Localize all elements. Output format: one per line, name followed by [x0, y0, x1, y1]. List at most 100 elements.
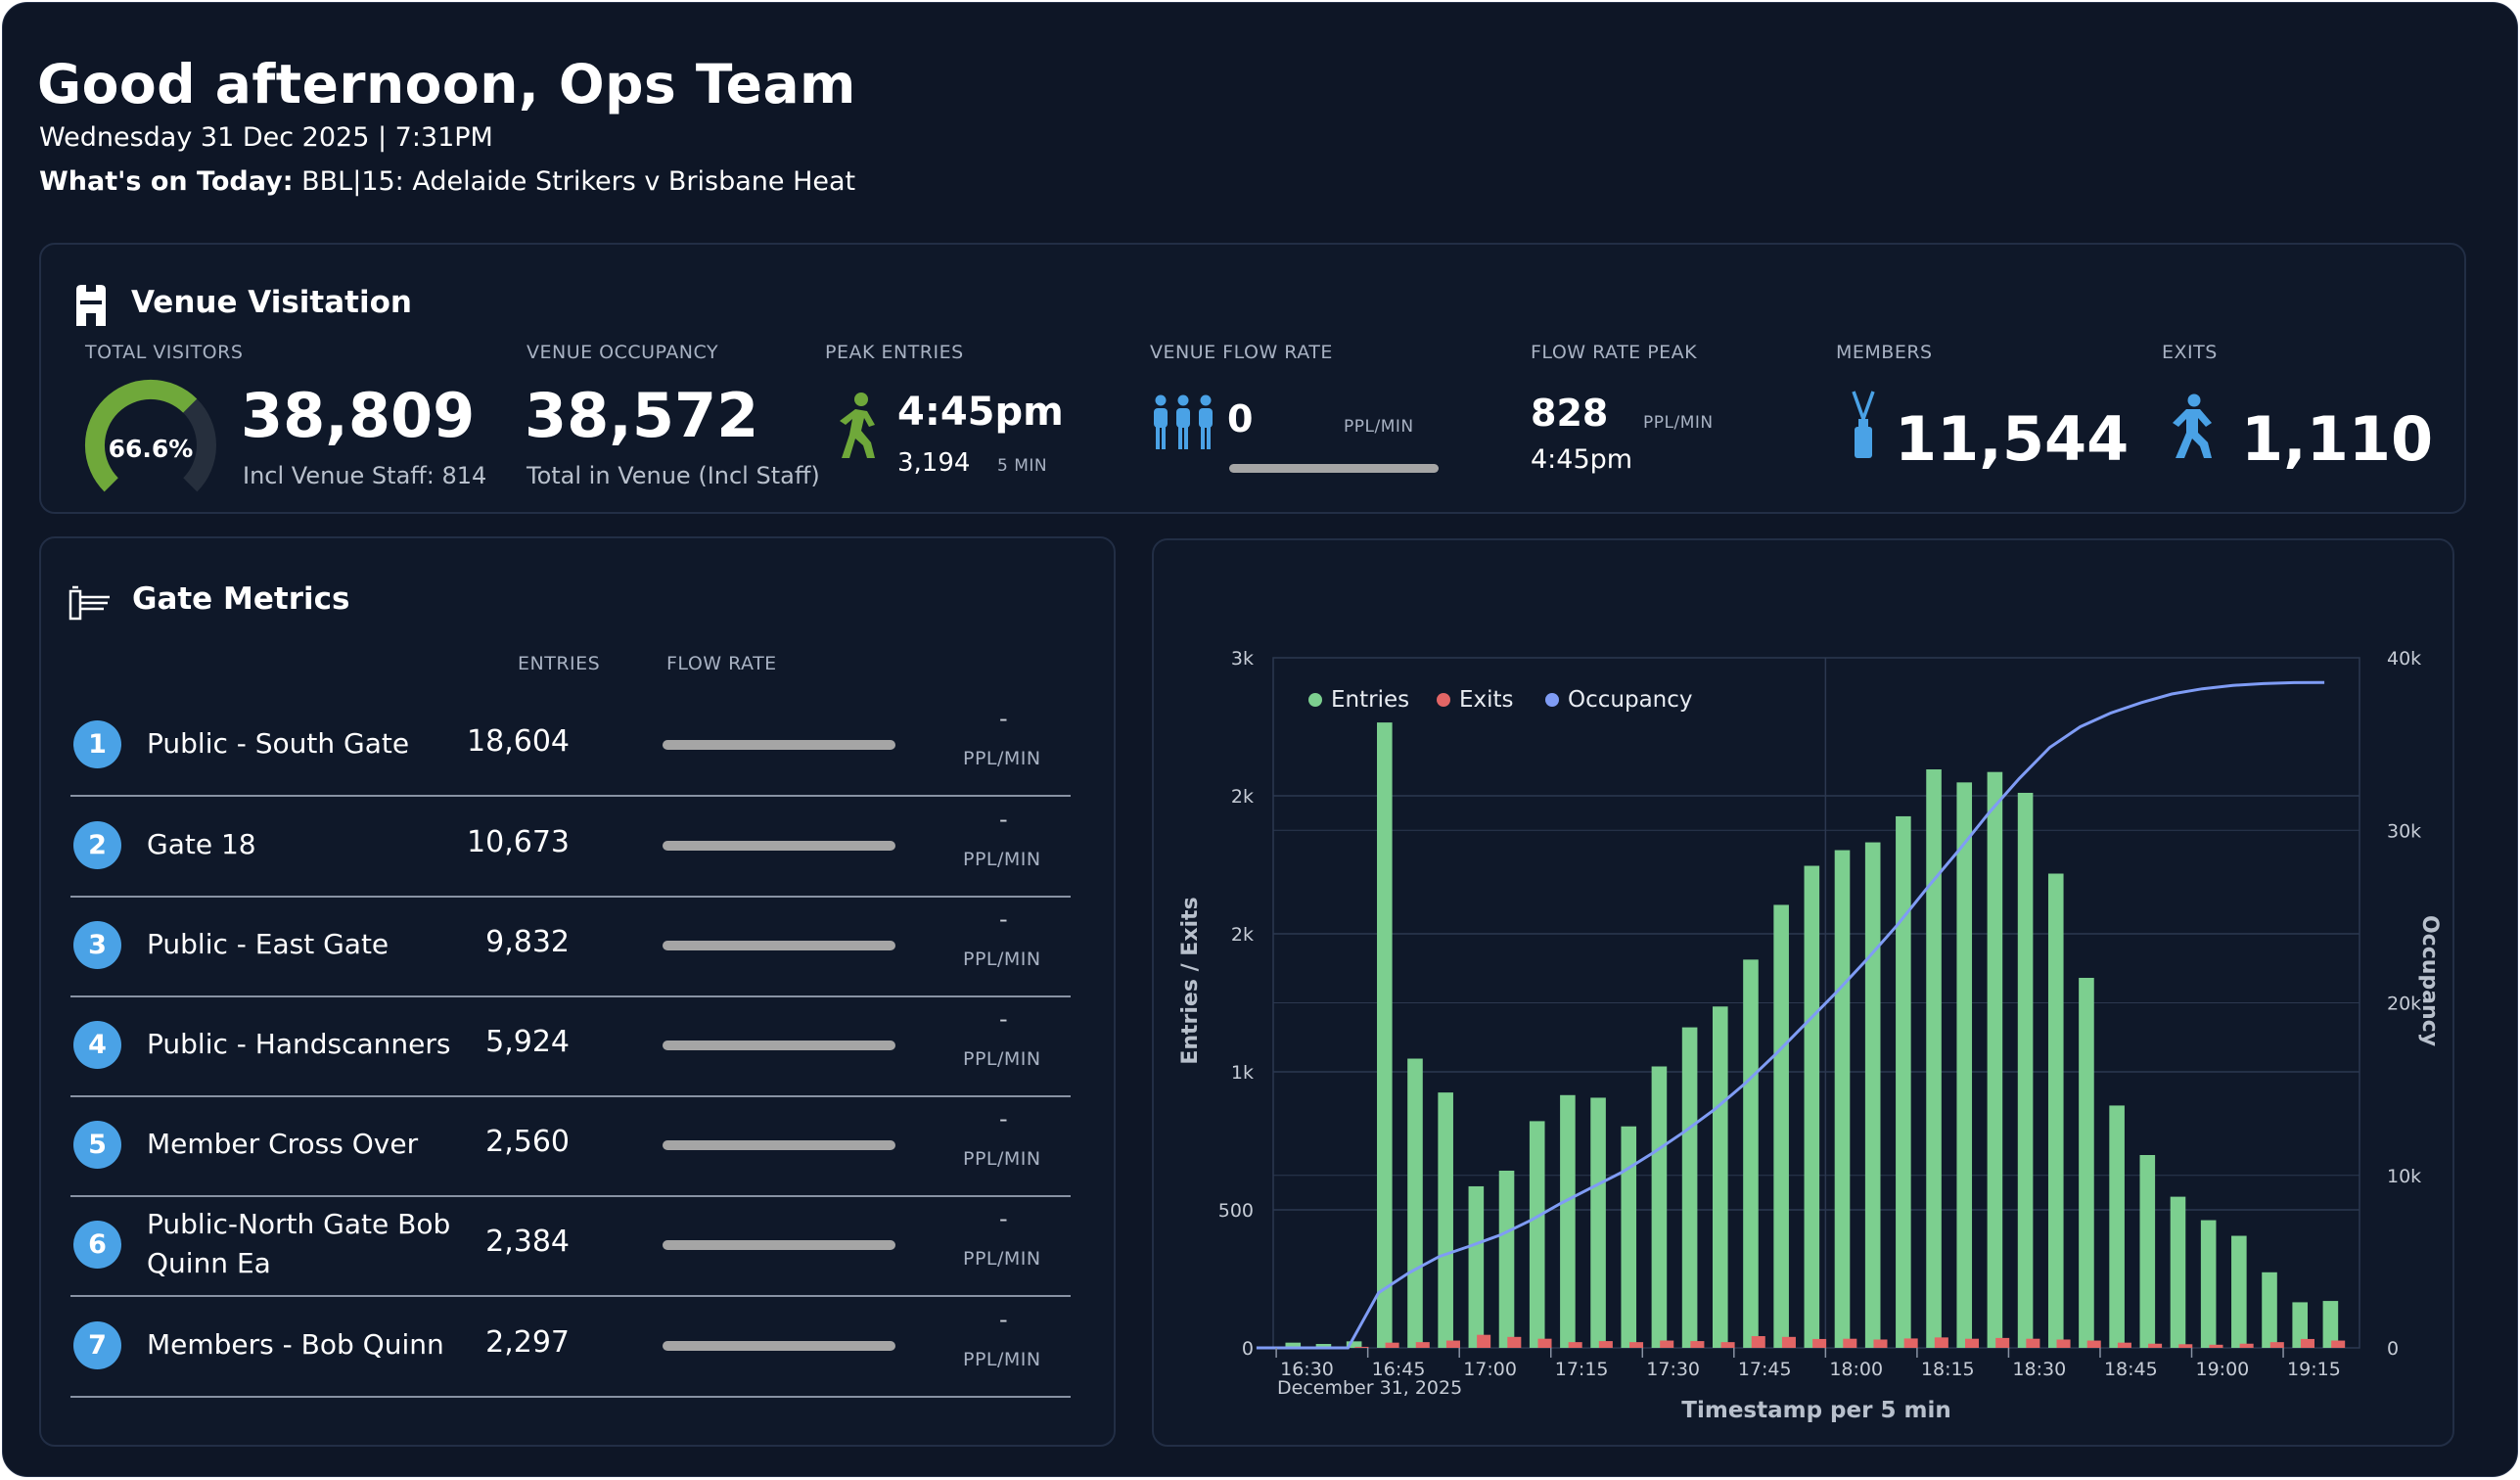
exits-bar	[1995, 1337, 2010, 1348]
entries-bar	[1468, 1185, 1485, 1348]
exit-person-icon	[2173, 393, 2212, 458]
exits-bar	[1965, 1338, 1980, 1348]
people-group-icon	[1154, 394, 1213, 449]
exits-bar	[1751, 1336, 1765, 1348]
peak-entries-count: 3,194	[897, 448, 971, 478]
flow-rate-unit: PPL/MIN	[1344, 417, 1414, 437]
gate-flow-unit: PPL/MIN	[963, 1349, 1041, 1370]
gate-flow-value: -	[999, 1306, 1008, 1333]
exits-bar	[2331, 1340, 2346, 1348]
y-tick-label: 1k	[1231, 1062, 1254, 1084]
y2-tick-label: 20k	[2387, 994, 2421, 1015]
x-tick-label: 18:30	[2012, 1359, 2066, 1380]
exits-bar	[2117, 1342, 2131, 1348]
whats-on-label: What's on Today:	[39, 166, 294, 197]
entries-bar	[1987, 771, 2003, 1348]
x-tick-label: 17:15	[1555, 1359, 1609, 1380]
x-tick-label: 17:30	[1646, 1359, 1700, 1380]
gate-number-badge: 6	[73, 1221, 121, 1269]
entries-exits-occupancy-chart: 0 500 1k 2k 2k 3k 0 10k 20k 30k 40k 16:30 16:45 17:00…	[1178, 648, 2442, 1423]
gate-name: Member Cross Over	[147, 1128, 419, 1160]
exits-bar	[2300, 1338, 2315, 1348]
entries-bar	[2292, 1302, 2308, 1348]
y2-axis-title: Occupancy	[2417, 915, 2442, 1046]
peak-entries-label: PEAK ENTRIES	[825, 342, 964, 363]
gate-flow-bar	[663, 740, 895, 750]
gate-number-badge: 2	[73, 821, 121, 869]
gate-entries: 2,560	[485, 1125, 570, 1159]
gate-number-badge: 1	[73, 720, 121, 768]
entries-bar	[1377, 722, 1393, 1348]
gate-name: Public-North Gate Bob Quinn Ea	[147, 1208, 451, 1279]
x-tick-label: 18:45	[2104, 1359, 2158, 1380]
entries-bar	[2200, 1220, 2217, 1348]
entries-bar	[1743, 959, 1759, 1348]
gate-flow-unit: PPL/MIN	[963, 948, 1041, 970]
whats-on-event: BBL|15: Adelaide Strikers v Brisbane Hea…	[301, 166, 856, 197]
gate-flow-unit: PPL/MIN	[963, 1148, 1041, 1170]
entries-bar	[1498, 1170, 1515, 1348]
exits-bar	[2086, 1340, 2101, 1348]
gate-row[interactable]: 7 Members - Bob Quinn 2,297 - PPL/MIN	[70, 1298, 1071, 1398]
gate-row[interactable]: 6 Public-North Gate Bob Quinn Ea 2,384 - PPL…	[70, 1197, 1071, 1297]
entries-bar	[1407, 1058, 1423, 1348]
venue-occupancy-label: VENUE OCCUPANCY	[527, 342, 719, 363]
exits-bar	[1477, 1334, 1491, 1348]
entries-bar	[1315, 1344, 1332, 1348]
y2-tick-label: 40k	[2387, 648, 2421, 670]
y-tick-label: 3k	[1231, 648, 1254, 670]
entries-bar	[2139, 1155, 2156, 1348]
gate-flow-value: -	[999, 1105, 1008, 1133]
gate-entries: 5,924	[485, 1025, 570, 1059]
exits-bar	[2148, 1343, 2163, 1348]
legend-marker	[1437, 693, 1450, 707]
gate-row[interactable]: 2 Gate 18 10,673 - PPL/MIN	[70, 798, 1071, 898]
entries-bar	[2109, 1105, 2125, 1348]
exits-bar	[1873, 1339, 1888, 1348]
gate-entries: 2,384	[485, 1225, 570, 1259]
exits-bar	[2178, 1344, 2193, 1348]
entries-bar	[1621, 1126, 1637, 1348]
members-value: 11,544	[1895, 403, 2130, 475]
flow-rate-bar	[1229, 464, 1439, 473]
gate-metrics-title: Gate Metrics	[132, 581, 350, 617]
gate-row[interactable]: 5 Member Cross Over 2,560 - PPL/MIN	[70, 1097, 1071, 1197]
entries-bar	[1804, 865, 1820, 1348]
x-tick-label: 17:45	[1738, 1359, 1792, 1380]
gate-flow-unit: PPL/MIN	[963, 748, 1041, 769]
gate-row[interactable]: 1 Public - South Gate 18,604 - PPL/MIN	[70, 697, 1071, 797]
total-visitors-value: 38,809	[241, 380, 476, 451]
entries-bar	[2231, 1235, 2247, 1348]
y-tick-label: 500	[1218, 1200, 1254, 1222]
exits-bar	[1507, 1336, 1522, 1348]
gate-entries: 18,604	[467, 724, 570, 759]
entries-bar	[1590, 1097, 1606, 1348]
venue-occupancy-value: 38,572	[525, 380, 759, 451]
x-tick-label: 19:00	[2196, 1359, 2250, 1380]
exits-bar	[1812, 1338, 1827, 1348]
flow-rate-peak-value: 828	[1531, 392, 1609, 435]
gate-number-badge: 3	[73, 921, 121, 969]
x-tick-label: 18:15	[1921, 1359, 1975, 1380]
exits-bar	[1660, 1340, 1674, 1348]
venue-visitation-title: Venue Visitation	[131, 285, 412, 320]
gate-row[interactable]: 4 Public - Handscanners 5,924 - PPL/MIN	[70, 997, 1071, 1097]
exits-bar	[1445, 1340, 1460, 1348]
venue-visitation-panel: Venue Visitation TOTAL VISITORS 66.6% 38…	[39, 243, 2466, 514]
entries-bar	[1529, 1121, 1545, 1348]
gate-number-badge: 5	[73, 1121, 121, 1169]
col-entries-header: ENTRIES	[518, 653, 601, 674]
entries-bar	[1651, 1066, 1668, 1348]
gate-row[interactable]: 3 Public - East Gate 9,832 - PPL/MIN	[70, 898, 1071, 997]
y2-tick-label: 0	[2387, 1338, 2399, 1360]
x-tick-label: 19:15	[2287, 1359, 2341, 1380]
exits-bar	[1781, 1336, 1796, 1348]
gate-entries: 10,673	[467, 825, 570, 859]
venue-icon	[76, 285, 106, 326]
gate-flow-value: -	[999, 806, 1008, 833]
y-tick-label: 2k	[1231, 924, 1254, 946]
walking-person-icon	[840, 393, 875, 458]
exits-bar	[1385, 1342, 1399, 1348]
exits-bar	[1903, 1338, 1918, 1348]
gate-flow-bar	[663, 941, 895, 950]
